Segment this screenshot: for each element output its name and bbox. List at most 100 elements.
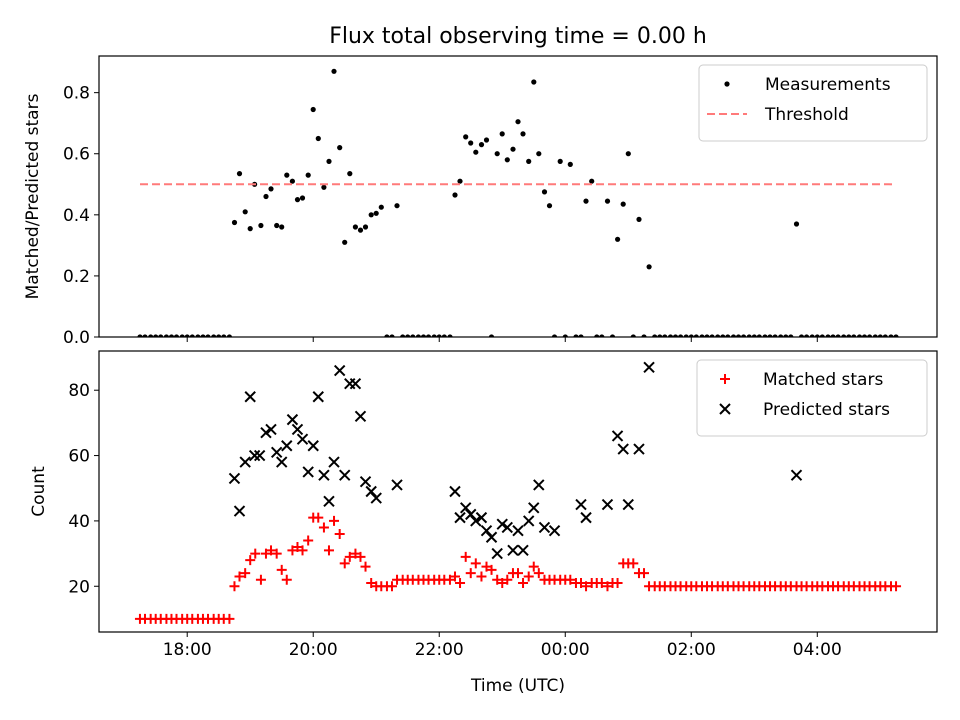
measurements-point xyxy=(625,151,631,157)
y-tick-label: 80 xyxy=(68,381,90,401)
measurements-point xyxy=(709,334,715,337)
predicted-stars-point xyxy=(354,410,367,423)
measurements-point xyxy=(715,334,721,337)
predicted-stars-point xyxy=(339,469,351,481)
measurements-point xyxy=(389,334,395,337)
predicted-stars-point xyxy=(239,456,251,468)
matched-stars-point xyxy=(581,581,592,592)
measurements-point xyxy=(720,334,726,337)
measurements-point xyxy=(216,334,222,337)
measurements-point xyxy=(741,334,747,337)
measurements-point xyxy=(609,334,616,337)
measurements-point xyxy=(368,212,374,218)
matched-stars-point xyxy=(476,571,487,582)
measurements-point xyxy=(678,334,684,337)
predicted-stars-point xyxy=(523,515,535,527)
predicted-stars-point xyxy=(260,426,272,439)
predicted-stars-point xyxy=(507,544,519,557)
measurements-point xyxy=(798,334,805,337)
axes-frame xyxy=(98,55,938,338)
measurements-point xyxy=(420,334,427,337)
measurements-point xyxy=(567,161,573,167)
measurements-point xyxy=(882,334,888,337)
measurements-point xyxy=(793,221,800,227)
predicted-stars-point xyxy=(575,498,587,511)
matched-stars-point xyxy=(271,548,282,559)
matched-stars-point xyxy=(628,558,639,569)
predicted-stars-point xyxy=(281,440,293,452)
legend-label-threshold: Threshold xyxy=(764,105,849,125)
matched-stars-point xyxy=(596,577,607,588)
predicted-stars-point xyxy=(501,521,513,534)
predicted-stars-point xyxy=(359,475,372,488)
measurements-point xyxy=(615,236,621,242)
measurements-point xyxy=(331,68,337,74)
measurements-point xyxy=(200,334,206,337)
measurements-point xyxy=(819,334,825,337)
legend-marker-matched-stars xyxy=(720,374,730,384)
matched-stars-point xyxy=(292,542,303,553)
measurements-point xyxy=(846,334,852,337)
measurements-point xyxy=(274,222,280,229)
bottom-panel-counts: 18:00 20:00 22:00 00:00 02:00 04:00 20 40 60 80 Co… xyxy=(29,350,938,696)
measurements-point xyxy=(184,334,190,337)
predicted-stars-point xyxy=(480,525,493,537)
measurements-point xyxy=(205,334,211,337)
y-tick-label: 0.6 xyxy=(63,145,90,165)
matched-stars-point xyxy=(339,558,350,569)
y-axis-label: Count xyxy=(29,466,49,517)
measurements-point xyxy=(299,195,306,201)
matched-stars-point xyxy=(303,535,314,546)
measurements-point xyxy=(835,334,841,337)
measurements-point xyxy=(888,334,894,337)
matched-stars-point xyxy=(602,581,613,592)
measurements-point xyxy=(594,334,600,337)
measurements-point xyxy=(688,334,694,337)
measurements-point xyxy=(289,178,295,184)
measurements-point xyxy=(173,334,180,337)
predicted-stars-point xyxy=(459,502,472,514)
predicted-stars-point xyxy=(365,485,377,498)
measurements-point xyxy=(279,224,285,230)
measurements-point xyxy=(510,146,516,152)
measurements-point xyxy=(562,334,568,337)
measurements-point xyxy=(362,224,369,230)
measurements-point xyxy=(326,158,332,164)
matched-stars-point xyxy=(360,561,371,572)
measurements-point xyxy=(751,334,757,337)
x-tick-label: 02:00 xyxy=(667,640,716,660)
matched-stars-point xyxy=(281,574,292,585)
y-tick-label: 0.8 xyxy=(63,84,90,104)
data-layer xyxy=(137,68,899,337)
matched-stars-point xyxy=(266,545,277,556)
measurements-point xyxy=(352,224,358,230)
matched-stars-point xyxy=(481,561,492,572)
measurements-point xyxy=(541,189,548,195)
predicted-stars-point xyxy=(491,547,503,560)
measurements-point xyxy=(825,334,831,337)
measurements-point xyxy=(195,334,201,337)
matched-stars-point xyxy=(528,561,539,572)
measurements-point xyxy=(804,334,810,337)
predicted-stars-point xyxy=(512,525,524,537)
measurements-point xyxy=(488,334,495,337)
predicted-stars-point xyxy=(538,521,551,534)
measurements-point xyxy=(263,193,269,200)
measurements-point xyxy=(378,204,384,210)
predicted-stars-point xyxy=(333,364,346,377)
measurements-point xyxy=(520,131,526,137)
data-layer xyxy=(134,361,902,624)
predicted-stars-point xyxy=(248,449,261,462)
predicted-stars-point xyxy=(475,511,488,524)
matched-stars-point xyxy=(565,574,576,585)
measurements-point xyxy=(583,198,589,204)
measurements-point xyxy=(599,334,605,337)
y-tick-label: 0.0 xyxy=(63,328,90,348)
measurements-point xyxy=(756,334,762,337)
measurements-point xyxy=(310,106,316,113)
y-tick-label: 20 xyxy=(68,577,90,597)
measurements-point xyxy=(158,334,164,337)
matched-stars-point xyxy=(533,568,544,579)
predicted-stars-point xyxy=(643,361,655,374)
